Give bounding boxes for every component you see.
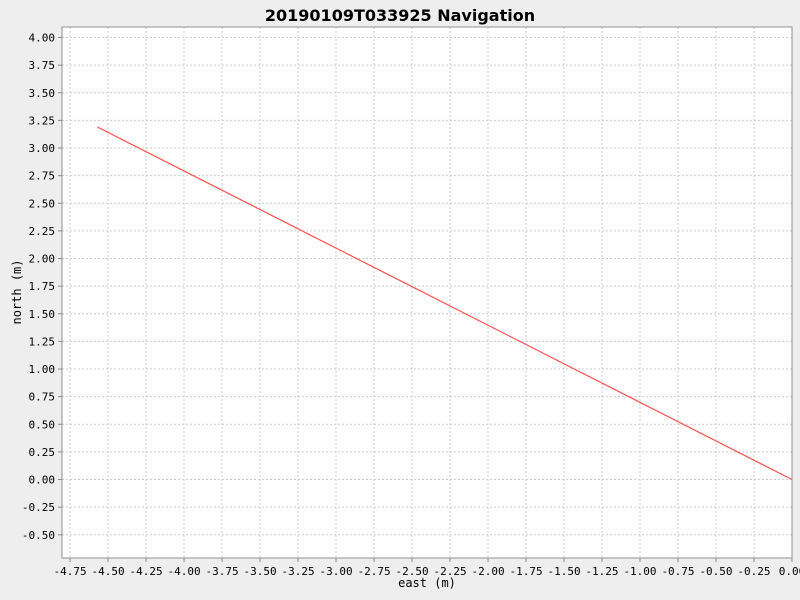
x-tick-label: -2.00 xyxy=(471,565,504,578)
x-tick-label: -0.50 xyxy=(699,565,732,578)
x-tick-label: -1.50 xyxy=(547,565,580,578)
x-tick-label: -4.25 xyxy=(129,565,162,578)
x-tick-label: -1.75 xyxy=(509,565,542,578)
chart-title: 20190109T033925 Navigation xyxy=(265,6,535,25)
axis-tick-marks xyxy=(58,36,793,562)
x-tick-label: -3.50 xyxy=(243,565,276,578)
y-tick-label: 1.75 xyxy=(29,280,56,293)
plot-border xyxy=(61,26,793,559)
x-tick-label: -4.75 xyxy=(53,565,86,578)
x-tick-label: 0.00 xyxy=(779,565,800,578)
y-tick-label: 0.00 xyxy=(29,474,56,487)
y-tick-label: 0.25 xyxy=(29,446,56,459)
x-tick-label: -0.25 xyxy=(737,565,770,578)
y-tick-label: 1.00 xyxy=(29,363,56,376)
y-tick-label: 2.25 xyxy=(29,225,56,238)
track-line xyxy=(97,126,793,481)
x-tick-label: -4.00 xyxy=(167,565,200,578)
x-tick-label: -2.25 xyxy=(433,565,466,578)
x-tick-label: -0.75 xyxy=(661,565,694,578)
y-axis-label: north (m) xyxy=(10,259,24,324)
y-tick-label: 3.75 xyxy=(29,59,56,72)
x-tick-label: -3.25 xyxy=(281,565,314,578)
y-tick-label: 3.50 xyxy=(29,87,56,100)
grid-lines xyxy=(62,27,793,558)
x-tick-label: -3.75 xyxy=(205,565,238,578)
x-tick-label: -2.50 xyxy=(395,565,428,578)
x-axis-label: east (m) xyxy=(398,576,456,590)
y-tick-label: 0.75 xyxy=(29,391,56,404)
y-tick-label: 1.25 xyxy=(29,335,56,348)
y-tick-label: 0.50 xyxy=(29,418,56,431)
y-tick-label: -0.25 xyxy=(22,501,55,514)
x-tick-label: -2.75 xyxy=(357,565,390,578)
y-tick-label: 3.25 xyxy=(29,114,56,127)
y-tick-label: 4.00 xyxy=(29,31,56,44)
plot-area xyxy=(62,27,792,558)
y-tick-label: 1.50 xyxy=(29,308,56,321)
y-tick-label: 2.00 xyxy=(29,253,56,266)
x-tick-label: -1.00 xyxy=(623,565,656,578)
y-tick-labels: -0.50 -0.25 0.00 0.25 0.50 0.75 1.00 1.25 1.50 1.… xyxy=(22,31,55,541)
x-tick-label: -3.00 xyxy=(319,565,352,578)
y-tick-label: 3.00 xyxy=(29,142,56,155)
x-tick-label: -4.50 xyxy=(91,565,124,578)
y-tick-label: 2.50 xyxy=(29,197,56,210)
x-tick-labels: -4.75 -4.50 -4.25 -4.00 -3.75 -3.50 -3.25 -3.00… xyxy=(53,565,800,578)
y-tick-label: 2.75 xyxy=(29,170,56,183)
track-line-series xyxy=(97,126,793,481)
y-tick-label: -0.50 xyxy=(22,529,55,542)
x-tick-label: -1.25 xyxy=(585,565,618,578)
